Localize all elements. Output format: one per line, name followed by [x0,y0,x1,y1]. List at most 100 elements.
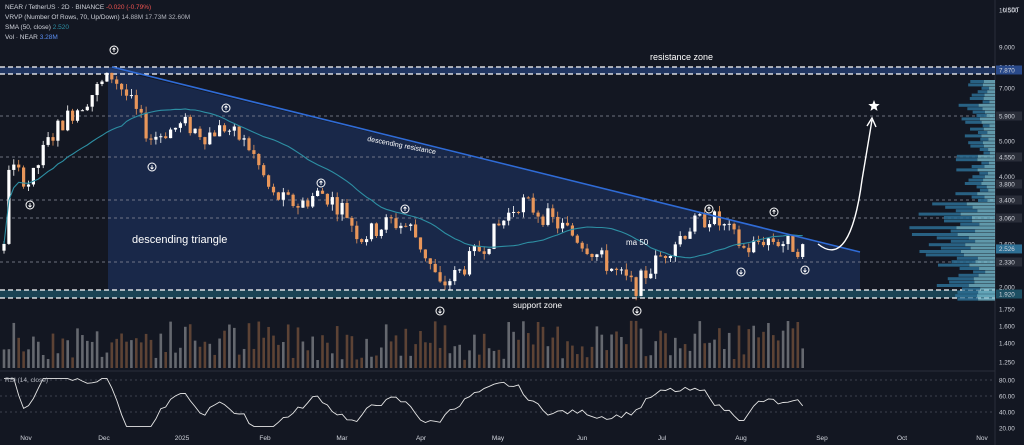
price-axis-unit: USDT [1003,8,1020,14]
volume-profile-bar-up [968,141,983,145]
volume-bar [139,342,143,368]
volume-profile-bar-up [977,131,988,134]
volume-profile-bar-down [975,260,995,264]
time-axis-tick: Jun [577,435,588,442]
volume-profile-bar-up [979,188,989,192]
candle-body [247,138,251,151]
descending-resistance-line [111,66,861,253]
candle-body [311,196,315,207]
volume-profile-bar-down [989,124,995,128]
candle-body [110,72,114,80]
candle-body [727,223,731,225]
time-axis-tick: Feb [259,435,271,442]
volume-bar [218,338,221,368]
price-tag-bg [996,213,1022,223]
volume-bar [654,341,657,368]
volume-profile-bar-down [972,205,995,209]
price-tag-bg [996,179,1022,189]
volume-bar [531,344,535,368]
symbol-label: NEAR / TetherUS · 2D · BINANCE [5,4,105,11]
vol-label: Vol · NEAR [5,34,38,41]
volume-bar [473,334,476,368]
volume-bar [776,340,780,368]
volume-bar [644,356,648,368]
volume-bar [639,328,643,368]
price-axis-tick: 4.550 [999,154,1015,161]
volume-profile-bar-up [968,178,984,182]
volume-bar [605,350,608,368]
price-tag-bg [996,257,1022,267]
volume-bar [517,339,520,368]
candle-body [213,132,217,137]
candle-body [551,208,555,217]
candle-body [742,245,746,248]
candle-body [296,205,300,208]
time-axis-tick: Apr [416,435,427,442]
volume-profile-bar-up [957,297,979,301]
volume-bar [443,325,447,368]
volume-bar [615,331,618,368]
resistance-zone-band [0,67,995,74]
arrow-down-icon [28,203,32,208]
volume-profile-bar-up [945,205,973,209]
price-axis-tick: 3.400 [999,197,1015,204]
volume-bar [737,325,741,368]
candle-body [761,241,766,246]
volume-bar [208,343,212,368]
volume-profile-bar-up [970,127,984,131]
candle-body [757,240,761,242]
volume-bar [46,359,50,368]
volume-bar [556,326,559,368]
candle-body [614,268,619,270]
candle-body [453,270,457,282]
volume-profile-bar-down [982,107,995,111]
candle-body [624,269,628,276]
volume-bar [698,321,702,368]
volume-profile-bar-down [977,256,995,260]
volume-profile-bar-up [978,199,988,202]
candle-body [222,125,227,132]
descending-triangle-area [108,68,860,290]
candle-body [350,217,354,226]
candle-body [41,144,45,166]
price-tag-bg [996,244,1022,254]
volume-bar [458,344,461,368]
candle-body [781,244,785,247]
volume-profile-bar-up [925,253,964,257]
volume-bar [693,333,697,368]
candle-body [90,95,94,107]
volume-bar [164,351,167,368]
volume-profile-bar-up [956,168,978,172]
volume-bar [399,355,403,368]
time-axis-tick: May [492,435,505,442]
volume-bar [566,341,569,368]
price-axis-tick: 2.526 [999,246,1015,253]
volume-bar [433,321,437,368]
time-axis-tick: Nov [20,435,32,442]
volume-bar [507,322,510,368]
candle-body [61,120,65,131]
volume-bar [252,348,256,368]
volume-bar [541,326,545,368]
volume-bar [453,346,457,368]
candle-body [369,223,374,240]
volume-bar [90,341,94,368]
candle-body [565,222,570,226]
volume-profile-bar-up [971,165,985,168]
volume-profile-bar-up [972,175,985,179]
volume-profile-bar-up [955,294,978,298]
volume-bar [590,346,594,368]
volume-profile-bar-down [988,137,995,141]
volume-profile-bar-up [973,270,986,274]
volume-bar [580,346,584,368]
volume-profile-bar-down [963,253,995,257]
time-axis-tick: Mar [336,435,348,442]
volume-profile-bar-up [977,90,988,94]
candle-body [659,255,663,257]
volume-bar [105,352,109,368]
volume-bar [678,348,682,368]
candle-body [120,83,124,90]
candle-body [139,108,143,113]
volume-bar [7,349,11,368]
